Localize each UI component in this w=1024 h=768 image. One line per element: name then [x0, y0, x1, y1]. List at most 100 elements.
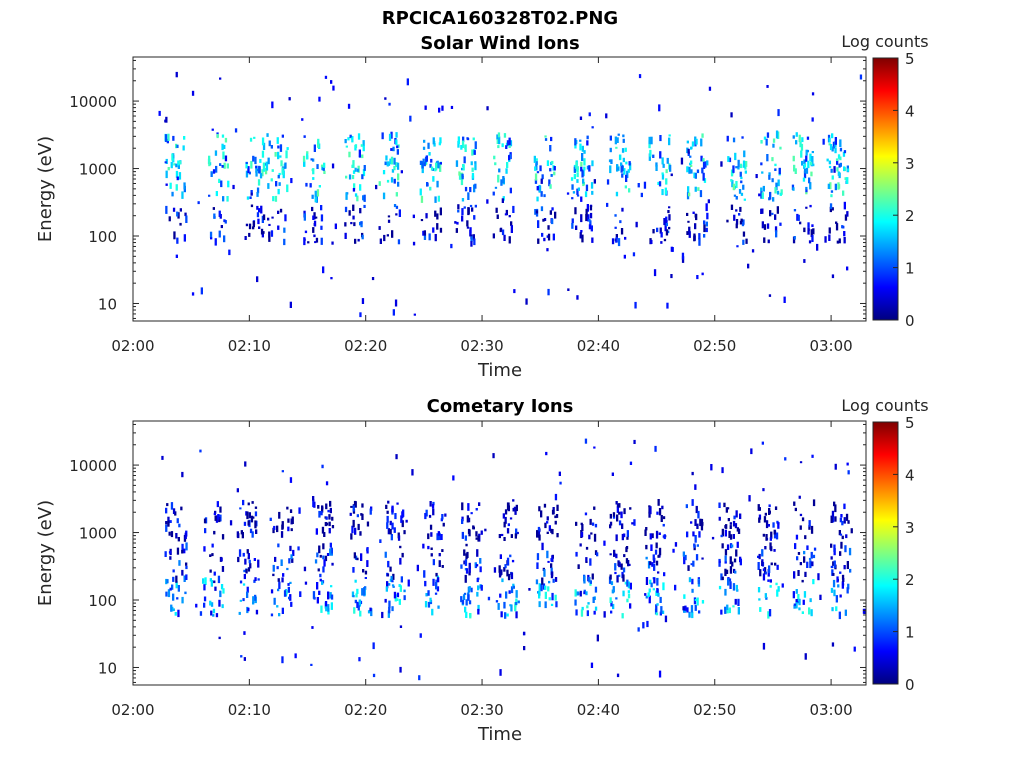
spectrogram-cell [242, 499, 245, 506]
spectrogram-cell [796, 213, 799, 221]
spectrogram-cell [397, 239, 401, 245]
spectrogram-cell [331, 562, 334, 566]
spectrogram-cell [480, 530, 483, 535]
spectrogram-cell [645, 556, 648, 560]
spectrogram-cell [618, 574, 621, 577]
spectrogram-cell [278, 581, 281, 589]
spectrogram-cell [794, 543, 797, 550]
spectrogram-cell [462, 164, 465, 171]
spectrogram-cell [330, 80, 333, 84]
spectrogram-cell [665, 229, 669, 236]
spectrogram-cell [808, 525, 811, 530]
spectrogram-cell [165, 578, 168, 585]
spectrogram-cell [830, 515, 833, 523]
spectrogram-cell [587, 214, 590, 222]
spectrogram-cell [359, 610, 362, 617]
spectrogram-cell [635, 221, 638, 228]
spectrogram-cell [582, 178, 585, 184]
spectrogram-cell [477, 608, 480, 615]
spectrogram-cell [175, 163, 178, 168]
spectrogram-cell [509, 187, 512, 194]
spectrogram-cell [286, 506, 289, 510]
spectrogram-cell [768, 172, 771, 176]
spectrogram-cell [579, 590, 582, 597]
spectrogram-cell [214, 238, 217, 246]
spectrogram-cell [589, 583, 592, 586]
spectrogram-cell [392, 309, 395, 316]
spectrogram-cell [811, 224, 814, 227]
spectrogram-cell [730, 112, 733, 118]
spectrogram-cell [504, 213, 508, 216]
spectrogram-cell [697, 579, 700, 585]
spectrogram-cell [369, 607, 372, 612]
spectrogram-cell [435, 572, 438, 577]
spectrogram-cell [219, 514, 222, 522]
spectrogram-cell [484, 528, 487, 532]
spectrogram-cell [312, 158, 315, 162]
spectrogram-cell [384, 97, 387, 100]
spectrogram-cell [387, 219, 391, 223]
spectrogram-cell [438, 532, 441, 541]
spectrogram-cell [776, 520, 779, 524]
spectrogram-cell [252, 221, 255, 228]
spectrogram-cell [664, 223, 667, 232]
spectrogram-cell [353, 222, 356, 227]
spectrogram-cell [171, 584, 174, 590]
spectrogram-cell [603, 611, 606, 618]
spectrogram-cell [181, 191, 184, 199]
spectrogram-cell [252, 596, 255, 604]
spectrogram-cell [544, 135, 547, 138]
spectrogram-cell [512, 499, 515, 502]
spectrogram-cell [687, 151, 690, 156]
spectrogram-cell [354, 579, 357, 583]
spectrogram-cell [396, 149, 399, 155]
spectrogram-cell [768, 508, 771, 515]
spectrogram-cell [220, 180, 223, 188]
spectrogram-cell [793, 164, 796, 172]
spectrogram-cell [734, 152, 737, 161]
spectrogram-cell [436, 180, 439, 188]
spectrogram-cell [629, 507, 632, 510]
spectrogram-cell [435, 582, 438, 590]
spectrogram-cell [837, 584, 840, 588]
spectrogram-cell [495, 207, 498, 213]
spectrogram-cell [172, 576, 175, 582]
spectrogram-cell [737, 607, 740, 615]
spectrogram-cell [548, 525, 551, 532]
spectrogram-cell [633, 519, 636, 526]
spectrogram-cell [246, 196, 250, 200]
spectrogram-cell [321, 166, 324, 171]
spectrogram-cell [175, 533, 178, 539]
spectrogram-cell [243, 521, 247, 526]
spectrogram-cell [801, 611, 804, 614]
spectrogram-cell [795, 589, 798, 594]
spectrogram-cell [838, 611, 841, 620]
spectrogram-cell [747, 263, 750, 269]
spectrogram-cell [649, 149, 652, 157]
spectrogram-cell [323, 162, 326, 169]
spectrogram-cell [202, 578, 205, 584]
spectrogram-cell [549, 145, 552, 152]
spectrogram-cell [847, 583, 850, 590]
spectrogram-cell [576, 188, 579, 195]
spectrogram-cell [487, 596, 491, 601]
spectrogram-cell [628, 161, 631, 166]
spectrogram-cell [238, 611, 241, 615]
spectrogram-cell [648, 153, 651, 161]
spectrogram-cell [363, 165, 366, 171]
spectrogram-cell [418, 675, 421, 681]
spectrogram-cell [550, 136, 553, 142]
spectrogram-cell [360, 513, 363, 516]
spectrogram-cell [425, 593, 428, 597]
spectrogram-cell [550, 603, 554, 606]
spectrogram-cell [497, 145, 500, 149]
spectrogram-cell [476, 549, 479, 557]
spectrogram-cell [623, 508, 626, 515]
spectrogram-cell [439, 227, 443, 233]
spectrogram-cell [546, 516, 549, 521]
spectrogram-cell [547, 225, 550, 230]
spectrogram-cell [544, 522, 547, 529]
spectrogram-cell [396, 592, 400, 598]
spectrogram-cell [185, 562, 188, 566]
